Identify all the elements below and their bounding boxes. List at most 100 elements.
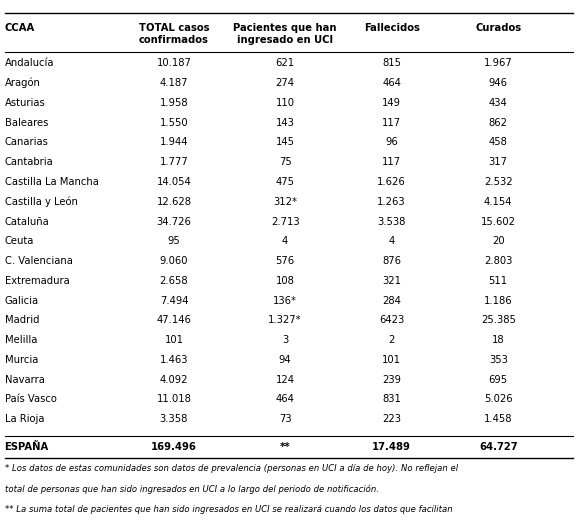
Text: 4: 4 [389,236,395,246]
Text: 4.154: 4.154 [484,197,513,207]
Text: 10.187: 10.187 [157,58,191,69]
Text: 9.060: 9.060 [160,256,188,266]
Text: 136*: 136* [273,295,297,306]
Text: 20: 20 [492,236,505,246]
Text: 4.092: 4.092 [160,374,188,385]
Text: La Rioja: La Rioja [5,414,44,424]
Text: 815: 815 [382,58,401,69]
Text: TOTAL casos
confirmados: TOTAL casos confirmados [139,23,209,45]
Text: 101: 101 [165,335,183,345]
Text: 576: 576 [275,256,295,266]
Text: Andalucía: Andalucía [5,58,54,69]
Text: * Los datos de estas comunidades son datos de prevalencia (personas en UCI a día: * Los datos de estas comunidades son dat… [5,464,458,473]
Text: 464: 464 [382,78,401,88]
Text: 475: 475 [276,177,294,187]
Text: 1.958: 1.958 [160,98,188,108]
Text: 1.967: 1.967 [484,58,513,69]
Text: Extremadura: Extremadura [5,276,69,286]
Text: 3.538: 3.538 [377,216,406,227]
Text: Melilla: Melilla [5,335,37,345]
Text: 434: 434 [489,98,507,108]
Text: **: ** [280,442,290,452]
Text: 124: 124 [276,374,294,385]
Text: 25.385: 25.385 [481,315,516,326]
Text: 321: 321 [382,276,401,286]
Text: 1.944: 1.944 [160,137,188,148]
Text: 110: 110 [276,98,294,108]
Text: 12.628: 12.628 [157,197,191,207]
Text: 621: 621 [275,58,295,69]
Text: 1.777: 1.777 [160,157,188,167]
Text: 117: 117 [382,157,401,167]
Text: 95: 95 [168,236,180,246]
Text: 6423: 6423 [379,315,404,326]
Text: 1.626: 1.626 [377,177,406,187]
Text: 2.532: 2.532 [484,177,513,187]
Text: 15.602: 15.602 [481,216,516,227]
Text: Cataluña: Cataluña [5,216,50,227]
Text: 11.018: 11.018 [157,394,191,405]
Text: 145: 145 [276,137,294,148]
Text: 4.187: 4.187 [160,78,188,88]
Text: ** La suma total de pacientes que han sido ingresados en UCI se realizará cuando: ** La suma total de pacientes que han si… [5,505,452,514]
Text: 1.186: 1.186 [484,295,513,306]
Text: 5.026: 5.026 [484,394,513,405]
Text: Castilla y León: Castilla y León [5,197,78,207]
Text: 96: 96 [385,137,398,148]
Text: 464: 464 [276,394,294,405]
Text: 117: 117 [382,118,401,128]
Text: 239: 239 [382,374,401,385]
Text: 17.489: 17.489 [372,442,411,452]
Text: 274: 274 [276,78,294,88]
Text: Galicia: Galicia [5,295,39,306]
Text: Aragón: Aragón [5,78,40,88]
Text: 2.803: 2.803 [484,256,513,266]
Text: 862: 862 [489,118,507,128]
Text: 831: 831 [382,394,401,405]
Text: 169.496: 169.496 [151,442,197,452]
Text: 101: 101 [382,355,401,365]
Text: 2.713: 2.713 [271,216,300,227]
Text: CCAA: CCAA [5,23,35,33]
Text: 47.146: 47.146 [157,315,191,326]
Text: 511: 511 [488,276,508,286]
Text: 876: 876 [382,256,401,266]
Text: 312*: 312* [273,197,297,207]
Text: Castilla La Mancha: Castilla La Mancha [5,177,98,187]
Text: 458: 458 [489,137,507,148]
Text: 108: 108 [276,276,294,286]
Text: 34.726: 34.726 [157,216,191,227]
Text: 1.550: 1.550 [160,118,188,128]
Text: 7.494: 7.494 [160,295,188,306]
Text: 75: 75 [279,157,291,167]
Text: Pacientes que han
ingresado en UCI: Pacientes que han ingresado en UCI [233,23,337,45]
Text: Fallecidos: Fallecidos [363,23,420,33]
Text: 143: 143 [276,118,294,128]
Text: Madrid: Madrid [5,315,39,326]
Text: 2.658: 2.658 [160,276,188,286]
Text: 1.463: 1.463 [160,355,188,365]
Text: Cantabria: Cantabria [5,157,54,167]
Text: Ceuta: Ceuta [5,236,34,246]
Text: C. Valenciana: C. Valenciana [5,256,73,266]
Text: 94: 94 [279,355,291,365]
Text: 3.358: 3.358 [160,414,188,424]
Text: 18: 18 [492,335,505,345]
Text: 284: 284 [382,295,401,306]
Text: 1.327*: 1.327* [268,315,302,326]
Text: 2: 2 [388,335,395,345]
Text: 73: 73 [279,414,291,424]
Text: 3: 3 [282,335,288,345]
Text: total de personas que han sido ingresados en UCI a lo largo del periodo de notif: total de personas que han sido ingresado… [5,485,378,494]
Text: 317: 317 [489,157,507,167]
Text: Asturias: Asturias [5,98,46,108]
Text: 946: 946 [489,78,507,88]
Text: 353: 353 [489,355,507,365]
Text: 149: 149 [382,98,401,108]
Text: 695: 695 [488,374,508,385]
Text: 64.727: 64.727 [479,442,518,452]
Text: Navarra: Navarra [5,374,44,385]
Text: ESPAÑA: ESPAÑA [5,442,49,452]
Text: Baleares: Baleares [5,118,48,128]
Text: 223: 223 [382,414,401,424]
